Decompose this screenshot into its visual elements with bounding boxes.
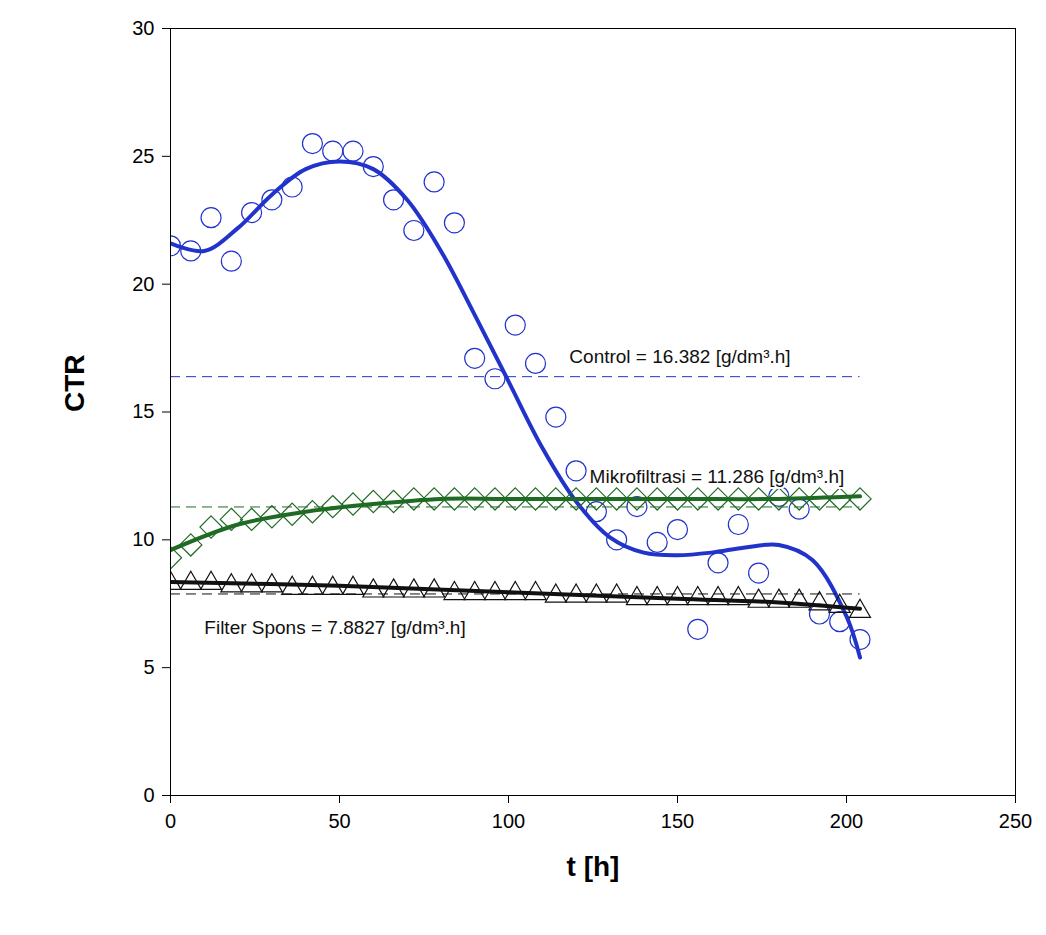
svg-text:25: 25 — [132, 145, 154, 167]
svg-text:Filter Spons = 7.8827 [g/dm³.h: Filter Spons = 7.8827 [g/dm³.h] — [204, 617, 465, 638]
svg-text:CTR: CTR — [59, 354, 90, 412]
svg-text:Control = 16.382 [g/dm³.h]: Control = 16.382 [g/dm³.h] — [569, 346, 790, 367]
svg-text:50: 50 — [328, 810, 350, 832]
svg-text:0: 0 — [143, 784, 154, 806]
svg-text:10: 10 — [132, 528, 154, 550]
svg-text:250: 250 — [999, 810, 1032, 832]
svg-text:5: 5 — [143, 656, 154, 678]
svg-text:t [h]: t [h] — [567, 851, 620, 882]
svg-text:15: 15 — [132, 400, 154, 422]
svg-text:0: 0 — [165, 810, 176, 832]
svg-text:30: 30 — [132, 17, 154, 39]
svg-text:200: 200 — [830, 810, 863, 832]
svg-text:Mikrofiltrasi = 11.286 [g/dm³.: Mikrofiltrasi = 11.286 [g/dm³.h] — [590, 466, 845, 487]
svg-text:100: 100 — [492, 810, 525, 832]
svg-text:150: 150 — [661, 810, 694, 832]
svg-text:20: 20 — [132, 273, 154, 295]
